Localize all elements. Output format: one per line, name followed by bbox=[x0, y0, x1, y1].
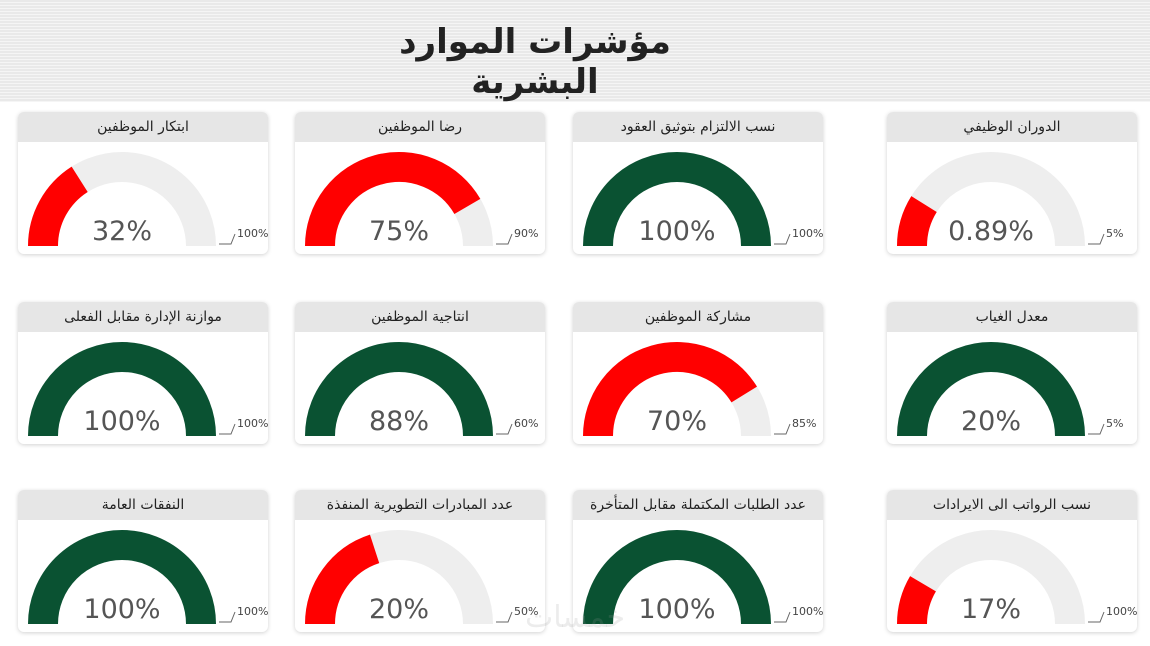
gauge-target-leader bbox=[496, 611, 513, 623]
kpi-card-title: مشاركة الموظفين bbox=[573, 302, 823, 332]
gauge-target-leader bbox=[496, 423, 513, 435]
gauge: 32% 100% bbox=[18, 142, 268, 254]
kpi-card-title: موازنة الإدارة مقابل الفعلى bbox=[18, 302, 268, 332]
gauge-value-arc bbox=[583, 342, 757, 437]
gauge-value-arc bbox=[28, 342, 216, 437]
gauge-target-label: 100% bbox=[237, 605, 268, 618]
gauge-value-arc bbox=[583, 530, 771, 625]
gauge: 100% 100% bbox=[573, 520, 823, 632]
kpi-card-title: عدد الطلبات المكتملة مقابل المتأخرة bbox=[573, 490, 823, 520]
gauge: 20% 50% bbox=[295, 520, 545, 632]
gauge-value-arc bbox=[28, 166, 89, 247]
gauge-chart: 70% 85% bbox=[583, 342, 816, 437]
gauge-chart: 100% 100% bbox=[583, 152, 823, 247]
gauge-target-label: 90% bbox=[514, 227, 538, 240]
gauge-value-label: 100% bbox=[83, 406, 160, 437]
gauge-target-label: 100% bbox=[237, 417, 268, 430]
gauge-value-arc bbox=[897, 342, 1085, 437]
kpi-card-employee-participation: مشاركة الموظفين 70% 85% bbox=[573, 302, 823, 444]
kpi-card-title: رضا الموظفين bbox=[295, 112, 545, 142]
gauge-value-arc bbox=[583, 152, 771, 247]
gauge-value-label: 20% bbox=[369, 594, 429, 625]
gauge-target-leader bbox=[774, 423, 791, 435]
kpi-card-budget-vs-actual: موازنة الإدارة مقابل الفعلى 100% 100% bbox=[18, 302, 268, 444]
page-title: مؤشرات الموارد البشرية bbox=[399, 22, 671, 102]
gauge-target-leader bbox=[219, 611, 236, 623]
gauge-chart: 88% 60% bbox=[305, 342, 538, 437]
gauge-target-leader bbox=[774, 233, 791, 245]
kpi-card-title: النفقات العامة bbox=[18, 490, 268, 520]
gauge-chart: 100% 100% bbox=[28, 530, 268, 625]
gauge-chart: 32% 100% bbox=[28, 152, 268, 247]
gauge-target-leader bbox=[1088, 611, 1105, 623]
gauge-chart: 20% 50% bbox=[305, 530, 538, 625]
gauge-value-label: 100% bbox=[83, 594, 160, 625]
gauge: 100% 100% bbox=[573, 142, 823, 254]
gauge-target-label: 100% bbox=[1106, 605, 1137, 618]
kpi-card-contract-commitment: نسب الالتزام بتوثيق العقود 100% 100% bbox=[573, 112, 823, 254]
kpi-card-title: الدوران الوظيفي bbox=[887, 112, 1137, 142]
kpi-card-general-expenses: النفقات العامة 100% 100% bbox=[18, 490, 268, 632]
gauge: 0.89% 5% bbox=[887, 142, 1137, 254]
gauge-value-label: 17% bbox=[961, 594, 1021, 625]
kpi-card-title: نسب الرواتب الى الايرادات bbox=[887, 490, 1137, 520]
kpi-card-title: انتاجية الموظفين bbox=[295, 302, 545, 332]
gauge: 100% 100% bbox=[18, 332, 268, 444]
watermark-logo: خمسات bbox=[524, 600, 626, 635]
gauge-target-label: 100% bbox=[237, 227, 268, 240]
gauge-value-arc bbox=[897, 576, 937, 625]
gauge-target-leader bbox=[1088, 423, 1105, 435]
kpi-card-title: معدل الغياب bbox=[887, 302, 1137, 332]
gauge-value-arc bbox=[305, 534, 380, 625]
kpi-card-title: نسب الالتزام بتوثيق العقود bbox=[573, 112, 823, 142]
gauge-target-leader bbox=[496, 233, 513, 245]
kpi-card-employee-satisfaction: رضا الموظفين 75% 90% bbox=[295, 112, 545, 254]
gauge-value-arc bbox=[897, 196, 938, 247]
gauge-chart: 0.89% 5% bbox=[897, 152, 1123, 247]
gauge: 100% 100% bbox=[18, 520, 268, 632]
gauge-target-label: 50% bbox=[514, 605, 538, 618]
gauge-value-arc bbox=[305, 152, 481, 247]
page-header: مؤشرات الموارد البشرية bbox=[0, 0, 1150, 102]
gauge-target-label: 60% bbox=[514, 417, 538, 430]
gauge-value-arc bbox=[305, 342, 493, 437]
kpi-card-completed-vs-late-requests: عدد الطلبات المكتملة مقابل المتأخرة 100% 1… bbox=[573, 490, 823, 632]
gauge-value-label: 0.89% bbox=[948, 216, 1034, 247]
gauge-chart: 75% 90% bbox=[305, 152, 538, 247]
gauge-target-leader bbox=[219, 233, 236, 245]
gauge-value-label: 32% bbox=[92, 216, 152, 247]
gauge-chart: 20% 5% bbox=[897, 342, 1123, 437]
gauge-target-leader bbox=[1088, 233, 1105, 245]
gauge: 17% 100% bbox=[887, 520, 1137, 632]
gauge-target-label: 85% bbox=[792, 417, 816, 430]
gauge: 20% 5% bbox=[887, 332, 1137, 444]
gauge-target-leader bbox=[219, 423, 236, 435]
gauge: 70% 85% bbox=[573, 332, 823, 444]
gauge-target-label: 5% bbox=[1106, 227, 1123, 240]
gauge-value-label: 88% bbox=[369, 406, 429, 437]
gauge-value-label: 100% bbox=[638, 216, 715, 247]
gauge-chart: 100% 100% bbox=[28, 342, 268, 437]
gauge-target-label: 100% bbox=[792, 605, 823, 618]
gauge-target-leader bbox=[774, 611, 791, 623]
gauge-value-arc bbox=[28, 530, 216, 625]
gauge-chart: 100% 100% bbox=[583, 530, 823, 625]
gauge-value-label: 100% bbox=[638, 594, 715, 625]
gauge-chart: 17% 100% bbox=[897, 530, 1137, 625]
kpi-card-turnover: الدوران الوظيفي 0.89% 5% bbox=[887, 112, 1137, 254]
gauge: 75% 90% bbox=[295, 142, 545, 254]
gauge: 88% 60% bbox=[295, 332, 545, 444]
gauge-value-label: 75% bbox=[369, 216, 429, 247]
kpi-card-title: عدد المبادرات التطويرية المنفذة bbox=[295, 490, 545, 520]
gauge-value-label: 20% bbox=[961, 406, 1021, 437]
kpi-card-development-initiatives: عدد المبادرات التطويرية المنفذة 20% 50% bbox=[295, 490, 545, 632]
kpi-card-absence-rate: معدل الغياب 20% 5% bbox=[887, 302, 1137, 444]
kpi-card-salaries-to-revenue: نسب الرواتب الى الايرادات 17% 100% bbox=[887, 490, 1137, 632]
gauge-target-label: 5% bbox=[1106, 417, 1123, 430]
gauge-value-label: 70% bbox=[647, 406, 707, 437]
gauge-target-label: 100% bbox=[792, 227, 823, 240]
kpi-card-title: ابتكار الموظفين bbox=[18, 112, 268, 142]
kpi-card-employee-innovation: ابتكار الموظفين 32% 100% bbox=[18, 112, 268, 254]
kpi-card-employee-productivity: انتاجية الموظفين 88% 60% bbox=[295, 302, 545, 444]
